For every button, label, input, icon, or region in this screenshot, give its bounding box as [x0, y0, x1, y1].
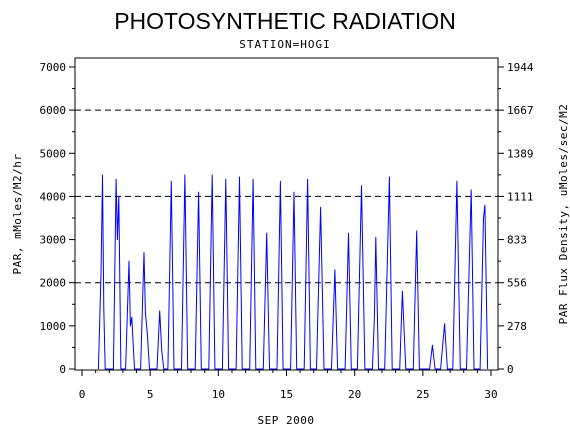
chart-subtitle: STATION=HOGI — [239, 38, 330, 51]
x-tick-label: 10 — [212, 388, 225, 401]
x-tick-label: 0 — [79, 388, 86, 401]
x-axis-ticks: 0 5 10 15 20 25 30 — [79, 370, 498, 401]
y2-tick-label: 0 — [507, 363, 514, 376]
y-tick-label: 0 — [59, 363, 66, 376]
x-tick-label: 15 — [280, 388, 293, 401]
y-tick-label: 6000 — [40, 104, 67, 117]
x-tick-label: 25 — [416, 388, 429, 401]
chart-title: PHOTOSYNTHETIC RADIATION — [114, 8, 456, 34]
y-tick-label: 2000 — [40, 277, 67, 290]
x-tick-label: 5 — [147, 388, 154, 401]
x-tick-label: 20 — [348, 388, 361, 401]
series-group — [97, 174, 489, 370]
y2-axis-label: PAR Flux Density, uMoles/sec/M2 — [557, 104, 570, 325]
y-tick-label: 3000 — [40, 234, 67, 247]
reference-lines — [75, 109, 498, 284]
y2-tick-label: 833 — [507, 234, 527, 247]
y-tick-label: 1000 — [40, 320, 67, 333]
x-axis-label: SEP 2000 — [258, 414, 315, 427]
y2-axis-ticks: 0 278 556 833 1111 1389 1667 1944 — [498, 61, 534, 376]
y-axis-label: PAR, mMoles/M2/hr — [11, 153, 24, 274]
y-axis-ticks: 0 1000 2000 3000 4000 5000 6000 7000 — [40, 61, 75, 376]
y-tick-label: 5000 — [40, 147, 67, 160]
par-series-line — [97, 174, 489, 370]
plot-frame — [74, 57, 499, 371]
y-tick-label: 4000 — [40, 190, 67, 203]
y2-tick-label: 556 — [507, 277, 527, 290]
y-tick-label: 7000 — [40, 61, 67, 74]
y2-tick-label: 1111 — [507, 190, 534, 203]
x-tick-label: 30 — [484, 388, 497, 401]
y2-tick-label: 1389 — [507, 147, 534, 160]
y2-tick-label: 1944 — [507, 61, 534, 74]
y2-tick-label: 1667 — [507, 104, 534, 117]
y2-tick-label: 278 — [507, 320, 527, 333]
